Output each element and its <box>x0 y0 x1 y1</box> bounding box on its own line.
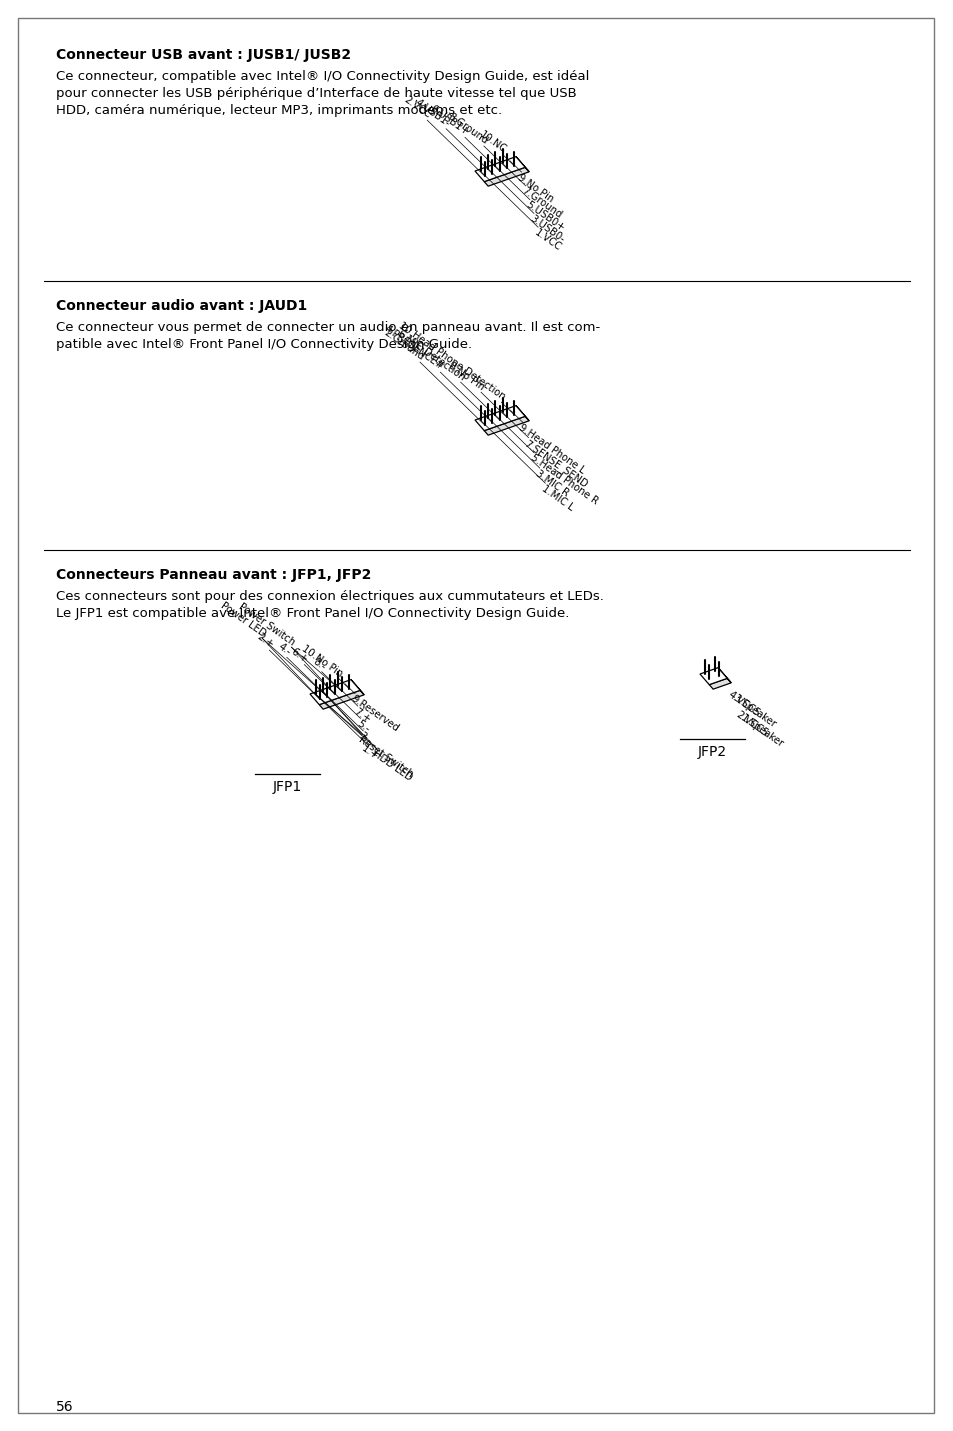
Text: 10.NC: 10.NC <box>477 129 508 155</box>
Polygon shape <box>319 690 364 710</box>
Text: 7.Ground: 7.Ground <box>519 186 563 220</box>
Text: 1.+: 1.+ <box>360 743 380 761</box>
Text: 7.+: 7.+ <box>352 705 373 724</box>
Polygon shape <box>475 405 525 431</box>
Text: Ce connecteur vous permet de connecter un audio en panneau avant. Il est com-: Ce connecteur vous permet de connecter u… <box>56 321 599 333</box>
Text: 9.No Pin: 9.No Pin <box>516 172 555 205</box>
Polygon shape <box>484 416 529 435</box>
Polygon shape <box>310 680 360 704</box>
Text: 10.No Pin: 10.No Pin <box>300 644 345 678</box>
Text: 4.PRESENCE#: 4.PRESENCE# <box>382 323 446 372</box>
Text: 1.Speaker: 1.Speaker <box>738 713 784 750</box>
Polygon shape <box>708 678 730 690</box>
Text: Le JFP1 est compatible ave Intel® Front Panel I/O Connectivity Design Guide.: Le JFP1 est compatible ave Intel® Front … <box>56 607 569 620</box>
Polygon shape <box>516 156 529 172</box>
Text: 9.Reserved: 9.Reserved <box>349 694 400 734</box>
Text: 2.+: 2.+ <box>254 631 274 650</box>
Text: JFP1: JFP1 <box>273 780 301 794</box>
Text: Connecteurs Panneau avant : JFP1, JFP2: Connecteurs Panneau avant : JFP1, JFP2 <box>56 568 371 582</box>
Text: 7.SENSE_SEND: 7.SENSE_SEND <box>521 438 589 489</box>
Text: 4.-: 4.- <box>275 641 293 657</box>
Text: JFP2: JFP2 <box>697 746 726 758</box>
Text: Connecteur USB avant : JUSB1/ JUSB2: Connecteur USB avant : JUSB1/ JUSB2 <box>56 49 351 62</box>
Polygon shape <box>718 668 730 683</box>
Polygon shape <box>484 167 529 186</box>
Text: Reset Switch: Reset Switch <box>356 736 415 780</box>
Polygon shape <box>516 405 529 421</box>
Text: patible avec Intel® Front Panel I/O Connectivity Design Guide.: patible avec Intel® Front Panel I/O Conn… <box>56 338 472 351</box>
Text: 6.USB1+: 6.USB1+ <box>428 103 470 137</box>
Text: 5.USB0+: 5.USB0+ <box>523 200 566 233</box>
Text: 4.VCC5: 4.VCC5 <box>726 690 761 718</box>
Text: 2.Ground: 2.Ground <box>381 328 425 362</box>
Text: 10.Head Phone Detection: 10.Head Phone Detection <box>396 321 506 402</box>
Text: 1.MIC L: 1.MIC L <box>539 484 575 512</box>
Text: 5.-: 5.- <box>355 718 371 734</box>
Polygon shape <box>475 156 525 182</box>
Text: 2.VCC: 2.VCC <box>402 94 433 120</box>
Polygon shape <box>351 680 364 695</box>
Text: 6.MIC Detection: 6.MIC Detection <box>395 328 466 382</box>
Text: 8.-: 8.- <box>311 655 327 671</box>
Text: 6.+: 6.+ <box>290 645 310 664</box>
Text: 9.Head Phone L: 9.Head Phone L <box>517 422 586 475</box>
Text: 1.VCC: 1.VCC <box>532 228 562 253</box>
Text: 3.Speaker: 3.Speaker <box>730 693 777 730</box>
Text: Power Switch: Power Switch <box>237 601 296 647</box>
Text: Ce connecteur, compatible avec Intel® I/O Connectivity Design Guide, est idéal: Ce connecteur, compatible avec Intel® I/… <box>56 70 589 83</box>
Text: 3.MIC R: 3.MIC R <box>534 468 570 498</box>
Text: HDD, caméra numérique, lecteur MP3, imprimants modems et etc.: HDD, caméra numérique, lecteur MP3, impr… <box>56 104 501 117</box>
Text: 2.VCC5: 2.VCC5 <box>734 710 769 738</box>
Text: 56: 56 <box>56 1400 73 1414</box>
Text: 3.USB0-: 3.USB0- <box>528 213 566 245</box>
Text: HDD LED: HDD LED <box>371 748 414 783</box>
Text: Power LED: Power LED <box>219 600 268 638</box>
Text: 8.Ground: 8.Ground <box>445 112 489 146</box>
Text: pour connecter les USB périphérique d’Interface de haute vitesse tel que USB: pour connecter les USB périphérique d’In… <box>56 87 577 100</box>
Text: Connecteur audio avant : JAUD1: Connecteur audio avant : JAUD1 <box>56 299 307 313</box>
Text: 8.No Pin: 8.No Pin <box>447 361 486 392</box>
Text: 3.-: 3.- <box>357 731 374 747</box>
Text: 5.Head Phone R: 5.Head Phone R <box>528 452 598 507</box>
Text: 4.USB1-: 4.USB1- <box>413 97 452 129</box>
Polygon shape <box>700 668 726 684</box>
Text: Ces connecteurs sont pour des connexion électriques aux cummutateurs et LEDs.: Ces connecteurs sont pour des connexion … <box>56 590 603 602</box>
